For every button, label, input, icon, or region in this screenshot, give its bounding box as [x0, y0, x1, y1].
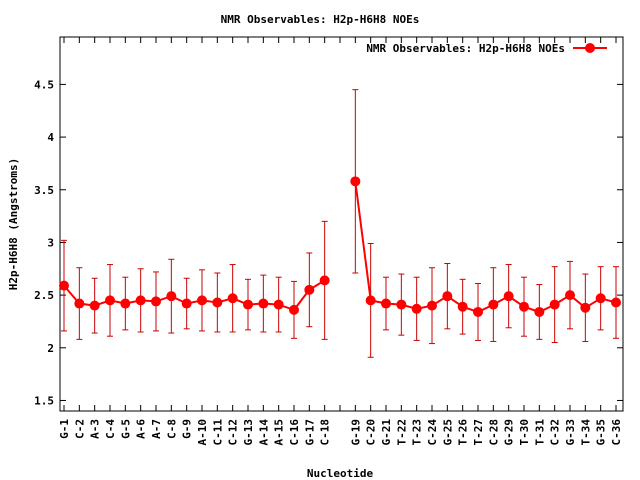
chart-title: NMR Observables: H2p-H6H8 NOEs [221, 13, 420, 26]
data-point [549, 299, 560, 310]
x-tick-label: A-7 [150, 419, 163, 439]
data-point [304, 284, 315, 295]
data-point [181, 298, 192, 309]
x-tick-label: C-8 [165, 419, 178, 439]
data-point [411, 303, 422, 314]
data-point [427, 300, 437, 311]
y-tick-label: 3 [47, 236, 54, 249]
y-tick-label: 2.5 [34, 289, 54, 302]
x-tick-label: G-33 [564, 419, 577, 446]
x-tick-label: C-16 [288, 419, 301, 446]
data-point [273, 299, 284, 310]
data-point [473, 306, 483, 317]
data-point [565, 290, 575, 301]
data-point [212, 297, 223, 308]
data-point [350, 176, 361, 187]
x-tick-label: A-10 [196, 419, 209, 446]
x-axis-label: Nucleotide [307, 467, 374, 480]
data-point [243, 299, 253, 310]
data-point [381, 298, 391, 309]
x-tick-label: A-15 [273, 419, 286, 446]
legend-label: NMR Observables: H2p-H6H8 NOEs [366, 42, 565, 55]
x-tick-label: A-6 [135, 419, 148, 439]
x-tick-label: G-29 [503, 419, 516, 446]
data-point [74, 298, 85, 309]
data-point [120, 298, 131, 309]
data-point [396, 299, 407, 310]
legend: NMR Observables: H2p-H6H8 NOEs [366, 42, 607, 55]
x-tick-label: G-21 [380, 419, 393, 446]
data-point [289, 304, 299, 315]
data-point [503, 291, 514, 302]
x-tick-label: G-1 [58, 419, 71, 439]
x-tick-label: C-20 [365, 419, 378, 446]
x-tick-label: C-4 [104, 419, 117, 439]
x-tick-label: C-28 [487, 419, 500, 446]
x-tick-label: T-30 [518, 419, 531, 446]
data-points [59, 176, 621, 317]
data-point [135, 295, 146, 306]
x-tick-label: C-24 [426, 419, 439, 446]
data-point [488, 299, 499, 310]
x-tick-label: T-34 [579, 419, 592, 446]
legend-marker [585, 43, 595, 53]
y-tick-label: 4.5 [34, 78, 54, 91]
data-point [105, 295, 115, 306]
plot-frame [59, 36, 624, 412]
data-point [519, 301, 529, 312]
x-tick-label: T-31 [533, 419, 546, 446]
x-tick-label: C-32 [549, 419, 562, 446]
data-point [580, 302, 591, 313]
x-tick-label: A-14 [257, 419, 270, 446]
data-point [89, 300, 100, 311]
data-point [319, 275, 330, 286]
x-tick-label: T-26 [457, 419, 470, 446]
x-tick-label: T-22 [395, 419, 408, 446]
x-tick-label: G-19 [349, 419, 362, 446]
x-tick-label: C-11 [211, 419, 224, 446]
x-tick-label: T-27 [472, 419, 485, 446]
data-point [227, 293, 238, 304]
data-point [365, 295, 376, 306]
data-point [258, 298, 269, 309]
x-tick-label: G-25 [441, 419, 454, 446]
x-tick-label: C-12 [227, 419, 240, 446]
y-axis: 1.5 2 2.5 3 3.5 4 4.5 [34, 78, 623, 407]
x-tick-label: G-5 [119, 419, 132, 439]
y-tick-label: 4 [47, 131, 54, 144]
x-tick-label: G-9 [181, 419, 194, 439]
x-tick-label: G-35 [595, 419, 608, 446]
data-point [59, 280, 69, 291]
x-axis: G-1 C-2 A-3 C-4 G-5 A-6 A-7 C-8 G-9 A-10 C-11 C-12 G… [58, 37, 623, 446]
x-tick-label: A-3 [89, 419, 102, 439]
series-line [354, 181, 617, 314]
x-tick-label: C-36 [610, 419, 623, 446]
data-point [457, 301, 468, 312]
y-axis-label: H2p-H6H8 (Angstroms) [7, 158, 20, 290]
error-bars [61, 89, 619, 358]
data-point [534, 306, 545, 317]
y-tick-label: 2 [47, 342, 54, 355]
x-tick-label: T-23 [411, 419, 424, 446]
series-line [63, 279, 326, 312]
data-point [166, 291, 177, 302]
x-tick-label: C-2 [73, 419, 86, 439]
y-tick-label: 1.5 [34, 394, 54, 407]
data-point [595, 293, 606, 304]
y-tick-label: 3.5 [34, 184, 54, 197]
data-point [442, 291, 453, 302]
data-point [151, 296, 161, 307]
data-point [197, 295, 207, 306]
data-point [611, 297, 621, 308]
x-tick-label: C-18 [319, 419, 332, 446]
x-tick-label: G-13 [242, 419, 255, 446]
x-tick-label: G-17 [303, 419, 316, 446]
